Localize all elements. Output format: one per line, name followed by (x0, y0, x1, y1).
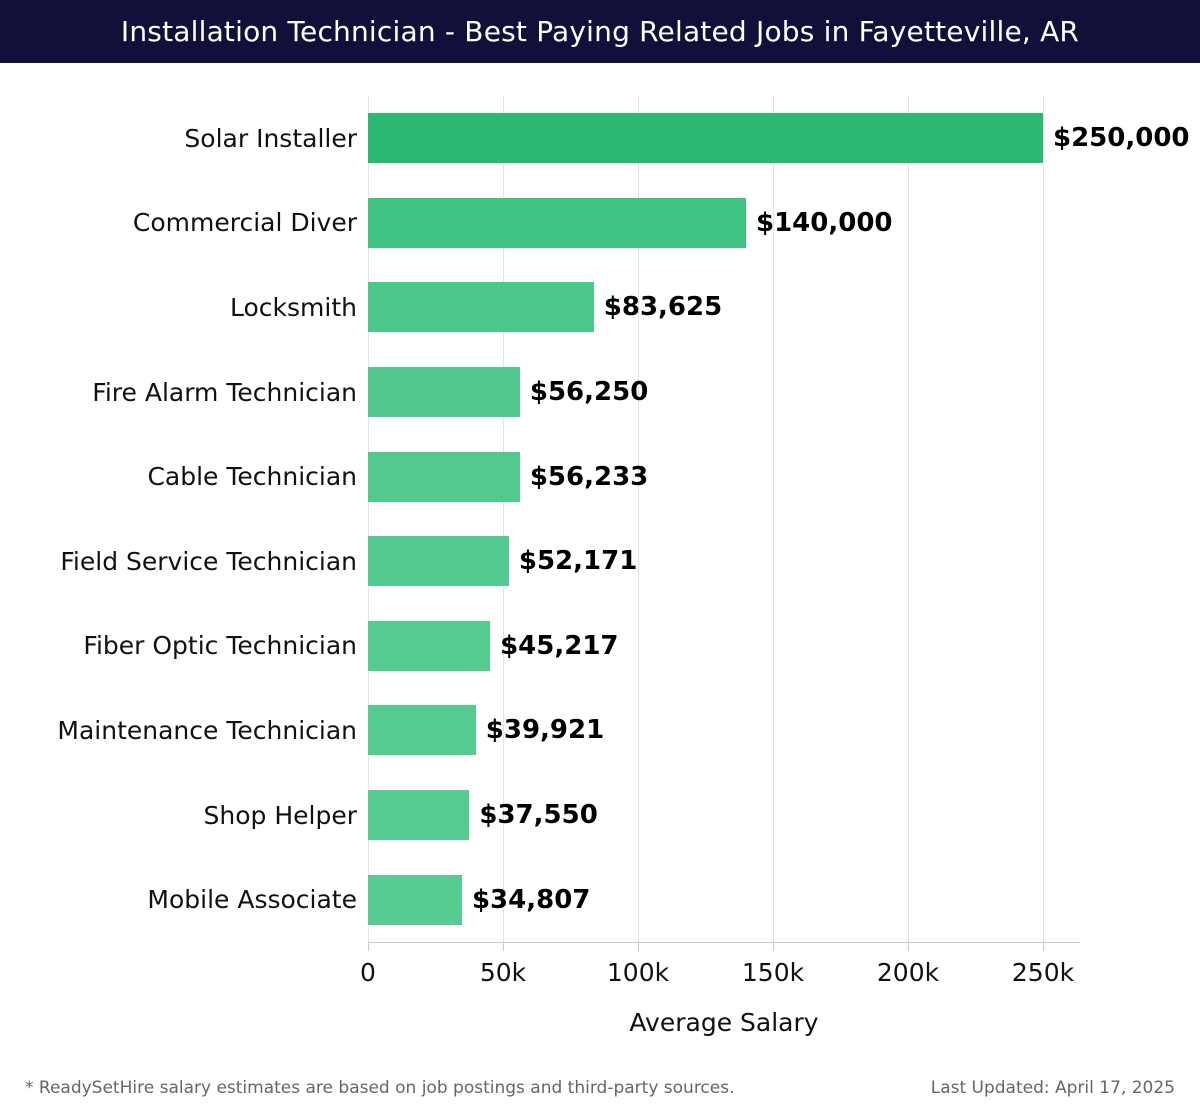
gridline-100k (638, 96, 639, 942)
category-label: Commercial Diver (132, 208, 357, 238)
value-label: $34,807 (471, 884, 591, 915)
tick-mark (638, 942, 639, 951)
tick-mark (503, 942, 504, 951)
bar-row: $45,217 (368, 604, 1080, 689)
tick-label: 200k (876, 958, 940, 987)
footer: * ReadySetHire salary estimates are base… (0, 1078, 1200, 1098)
gridline-150k (773, 96, 774, 942)
value-label: $56,250 (529, 377, 649, 408)
bar-row: $34,807 (368, 857, 1080, 942)
footnote: * ReadySetHire salary estimates are base… (25, 1078, 735, 1098)
tick-mark (368, 942, 369, 951)
bar-row: $39,921 (368, 688, 1080, 773)
value-label: $39,921 (485, 715, 605, 746)
category-label: Fiber Optic Technician (83, 631, 357, 661)
gridline-50k (503, 96, 504, 942)
x-axis-line (368, 942, 1080, 943)
category-label: Maintenance Technician (57, 715, 357, 745)
bar-row: $83,625 (368, 265, 1080, 350)
bar-row: $56,250 (368, 350, 1080, 435)
tick-label: 0 (360, 958, 376, 987)
bar (368, 282, 594, 333)
bar-row: $52,171 (368, 519, 1080, 604)
value-label: $45,217 (500, 630, 619, 661)
tick-mark (908, 942, 909, 951)
bar-row: $140,000 (368, 181, 1080, 266)
x-axis-title: Average Salary (629, 1008, 819, 1037)
category-label: Solar Installer (184, 123, 357, 153)
bar (368, 451, 520, 502)
value-label: $83,625 (603, 292, 723, 323)
bar-row: $37,550 (368, 773, 1080, 858)
tick-label: 250k (1011, 958, 1075, 987)
gridline-0 (368, 96, 369, 942)
bar (368, 620, 491, 671)
value-label: $52,171 (518, 546, 638, 577)
category-label: Field Service Technician (60, 546, 357, 576)
tick-label: 150k (741, 958, 805, 987)
last-updated: Last Updated: April 17, 2025 (930, 1078, 1175, 1098)
tick-label: 50k (479, 958, 527, 987)
bar (368, 367, 520, 418)
value-label: $37,550 (479, 800, 598, 831)
bar-row: $250,000 (368, 96, 1190, 181)
value-label: $140,000 (756, 207, 893, 238)
category-label: Locksmith (230, 292, 357, 322)
value-label: $56,233 (529, 461, 649, 492)
bar (368, 113, 1043, 164)
bar-row: $56,233 (368, 434, 1080, 519)
tick-mark (1043, 942, 1044, 951)
plot-area: $250,000 $140,000 $83,625 $56,250 $56,233 $52… (368, 96, 1190, 943)
title-bar: Installation Technician - Best Paying Re… (0, 0, 1200, 63)
gridline-200k (908, 96, 909, 942)
tick-label: 100k (606, 958, 670, 987)
value-label: $250,000 (1053, 123, 1190, 154)
category-label: Cable Technician (147, 462, 357, 492)
category-label: Fire Alarm Technician (92, 377, 357, 407)
bar (368, 874, 462, 925)
bar (368, 536, 509, 587)
y-axis-labels: Solar Installer Commercial Diver Locksmith… (0, 96, 357, 942)
gridline-250k (1043, 96, 1044, 942)
tick-mark (773, 942, 774, 951)
bar (368, 197, 746, 248)
category-label: Mobile Associate (147, 885, 357, 915)
bar (368, 790, 470, 841)
chart-title: Installation Technician - Best Paying Re… (120, 15, 1080, 48)
bar (368, 705, 476, 756)
category-label: Shop Helper (203, 800, 357, 830)
